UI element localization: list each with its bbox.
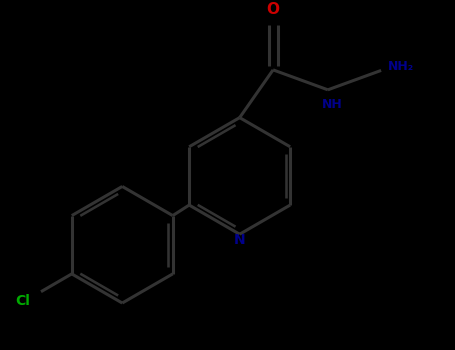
Text: Cl: Cl — [16, 294, 30, 308]
Text: NH₂: NH₂ — [388, 60, 415, 73]
Text: N: N — [234, 233, 245, 247]
Text: NH: NH — [322, 98, 342, 111]
Text: O: O — [267, 2, 279, 17]
